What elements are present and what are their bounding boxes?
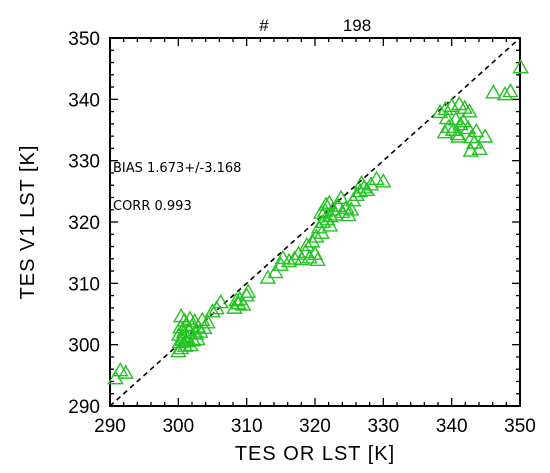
data-point-triangle xyxy=(496,86,514,101)
data-point-triangle xyxy=(452,116,469,131)
data-point-triangle xyxy=(375,173,392,188)
data-point-triangle xyxy=(298,236,316,252)
y-tick-label: 340 xyxy=(68,90,100,111)
data-point-triangle xyxy=(112,362,129,377)
x-tick-label: 350 xyxy=(504,416,536,437)
data-point-triangle xyxy=(340,206,357,222)
x-tick-label: 340 xyxy=(436,416,468,437)
data-point-triangle xyxy=(462,142,480,157)
data-point-triangle xyxy=(312,204,330,219)
data-point-triangle xyxy=(450,128,467,143)
y-tick-labels: 290 300 310 320 330 340 350 xyxy=(68,29,100,418)
x-axis-title: TES OR LST [K] xyxy=(235,443,395,465)
data-point-triangle xyxy=(431,103,449,119)
one-to-one-line xyxy=(109,37,521,407)
data-point-triangle xyxy=(471,140,488,155)
data-point-triangle xyxy=(174,328,192,343)
bias-annotation: BIAS 1.673+/-3.168 xyxy=(113,161,241,176)
data-point-triangle xyxy=(332,189,350,205)
data-point-triangle xyxy=(358,181,376,197)
y-tick-label: 320 xyxy=(68,213,100,234)
data-point-triangle xyxy=(321,194,338,209)
data-point-triangle xyxy=(485,84,502,99)
data-point-triangle xyxy=(308,228,325,243)
y-tick-label: 330 xyxy=(68,152,100,173)
data-point-triangle xyxy=(199,314,216,329)
data-point-triangle xyxy=(267,263,284,279)
data-point-triangle xyxy=(468,122,485,138)
x-tick-label: 320 xyxy=(299,416,331,437)
count-hash-label: # xyxy=(259,16,269,35)
data-point-triangle xyxy=(368,170,385,186)
data-point-triangle xyxy=(304,233,321,248)
y-axis-title: TES V1 LST [K] xyxy=(17,145,39,300)
data-point-triangle xyxy=(274,249,292,265)
y-tick-label: 290 xyxy=(68,397,100,418)
data-point-triangle xyxy=(317,196,335,211)
data-point-triangle xyxy=(239,283,257,298)
data-point-triangle xyxy=(301,249,318,264)
data-point-triangle xyxy=(176,312,193,327)
data-point-triangle xyxy=(502,82,519,98)
y-tick-label: 300 xyxy=(68,336,100,357)
data-point-triangle xyxy=(194,311,211,327)
data-points xyxy=(107,59,529,385)
data-point-triangle xyxy=(231,290,249,306)
y-tick-label: 350 xyxy=(68,29,100,50)
corr-annotation: CORR 0.993 xyxy=(113,199,192,214)
data-point-triangle xyxy=(117,364,134,379)
x-tick-label: 300 xyxy=(162,416,194,437)
data-point-triangle xyxy=(436,124,454,139)
data-point-triangle xyxy=(459,119,477,135)
data-point-triangle xyxy=(447,111,464,126)
data-point-triangle xyxy=(309,251,326,266)
x-tick-labels: 290 300 310 320 330 340 350 xyxy=(94,416,536,437)
data-point-triangle xyxy=(280,252,298,268)
data-point-triangle xyxy=(172,308,190,323)
data-point-triangle xyxy=(189,330,206,346)
axis-ticks xyxy=(109,37,521,407)
data-point-triangle xyxy=(512,59,529,74)
count-value-label: 198 xyxy=(343,16,371,35)
y-tick-label: 310 xyxy=(68,274,100,295)
data-point-triangle xyxy=(208,300,225,315)
x-tick-label: 310 xyxy=(231,416,263,437)
data-point-triangle xyxy=(461,103,478,118)
x-tick-label: 290 xyxy=(94,416,126,437)
data-point-triangle xyxy=(321,217,339,232)
data-point-triangle xyxy=(204,303,221,318)
data-point-triangle xyxy=(353,174,370,190)
x-tick-label: 330 xyxy=(367,416,399,437)
data-point-triangle xyxy=(476,128,494,143)
